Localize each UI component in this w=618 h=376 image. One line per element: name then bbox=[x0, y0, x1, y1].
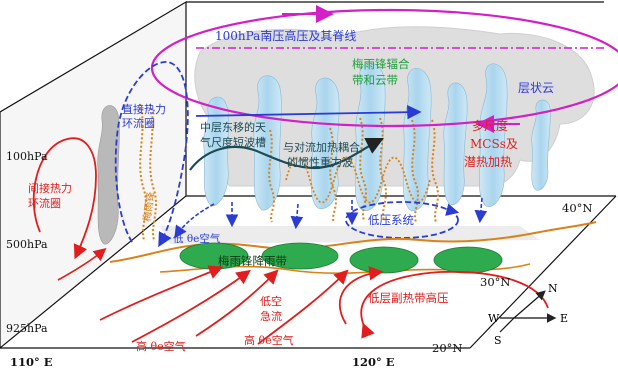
axis-lat-20: 20°N bbox=[432, 341, 462, 355]
label-front: 梅雨锋 bbox=[140, 191, 157, 223]
compass-rose: N E W S bbox=[488, 282, 568, 347]
axis-lat-30: 30°N bbox=[480, 275, 510, 289]
direct-circulation-loop bbox=[114, 61, 189, 248]
label-indirect-2: 环流圈 bbox=[28, 196, 61, 210]
label-mid-wave-1: 中层东移的天 bbox=[200, 120, 266, 134]
shortwave-trough bbox=[189, 138, 384, 171]
label-meiyu-cloud-1: 梅雨锋辐合 bbox=[352, 57, 410, 71]
axis-500hpa: 500hPa bbox=[6, 238, 48, 251]
label-rainband: 梅雨锋降雨带 bbox=[218, 254, 287, 268]
indirect-inflow-arrow bbox=[57, 247, 107, 281]
axis-lon-110: 110° E bbox=[10, 355, 53, 369]
label-subtropical-high: 低层副热带高压 bbox=[368, 291, 449, 305]
compass-w: W bbox=[488, 312, 500, 325]
axis-lon-120: 120° E bbox=[352, 355, 395, 369]
upper-outflow-arrow bbox=[195, 104, 422, 120]
label-high-theta-2: 高 θe空气 bbox=[244, 333, 294, 347]
surface-shadow bbox=[160, 226, 540, 244]
subtropical-high-arc bbox=[360, 270, 549, 339]
label-coupling-1: 与对流加热耦合 bbox=[283, 140, 360, 154]
label-stratiform: 层状云 bbox=[518, 81, 554, 95]
indirect-circulation-loop bbox=[32, 137, 97, 260]
low-theta-inflow bbox=[174, 203, 215, 239]
label-mid-wave-2: 气尺度短波槽 bbox=[200, 135, 266, 149]
low-level-inflow-arrows bbox=[99, 265, 384, 345]
label-llj-2: 急流 bbox=[260, 309, 282, 323]
axis-925hpa: 925hPa bbox=[6, 322, 48, 335]
gravity-wave bbox=[285, 156, 431, 204]
label-direct-circ-2: 环流圈 bbox=[122, 116, 155, 130]
rainbands bbox=[179, 242, 503, 274]
low-pressure-arrow bbox=[445, 203, 460, 216]
compass-e: E bbox=[560, 312, 568, 325]
label-mcs-2: MCSs及 bbox=[470, 137, 518, 151]
wall-tower bbox=[97, 105, 120, 245]
label-indirect-1: 间接热力 bbox=[28, 182, 72, 195]
downdraft-arrows bbox=[225, 197, 488, 230]
label-high-theta-1: 高 θe空气 bbox=[136, 339, 186, 353]
label-mcs-1: 多尺度 bbox=[472, 118, 508, 133]
axis-lat-40: 40°N bbox=[562, 201, 592, 215]
south-asia-high-ellipse bbox=[150, 8, 618, 128]
label-direct-circ-1: 直接热力 bbox=[122, 102, 166, 116]
convective-towers bbox=[203, 62, 551, 212]
label-low-theta: 低 θe空气 bbox=[173, 232, 221, 245]
compass-n: N bbox=[548, 282, 558, 295]
label-100hpa-high: 100hPa南压高压及其脊线 bbox=[215, 28, 356, 43]
label-mcs-3: 潜热加热 bbox=[464, 155, 512, 169]
label-meiyu-cloud-2: 带和云带 bbox=[352, 73, 398, 87]
label-llj-1: 低空 bbox=[260, 294, 282, 308]
compass-s: S bbox=[494, 334, 502, 347]
label-coupling-2: 的惯性重力波 bbox=[287, 155, 353, 169]
low-pressure-ellipse bbox=[345, 201, 459, 239]
latent-heating-columns bbox=[139, 103, 439, 241]
axis-100hpa: 100hPa bbox=[6, 150, 48, 163]
label-low-pressure: 低压系统 bbox=[368, 213, 414, 227]
